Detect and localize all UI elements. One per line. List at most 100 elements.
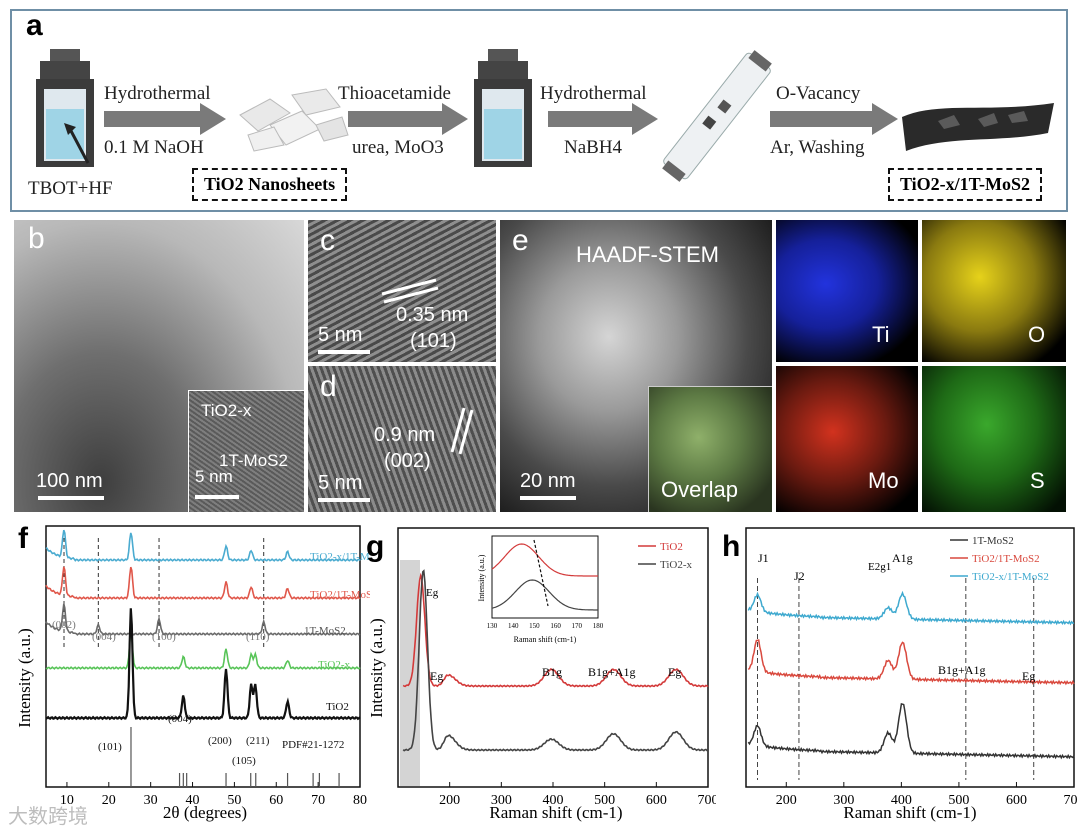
inset-frame	[491, 535, 599, 619]
legend-tio2-mos2: TiO2/1T-MoS2	[972, 553, 1040, 565]
peak-label: (200)	[208, 735, 232, 747]
peak-label: (004)	[168, 713, 192, 725]
panel-label-f: f	[18, 522, 28, 555]
x-axis-label: Raman shift (cm-1)	[843, 803, 976, 822]
panel-label-b: b	[28, 222, 45, 255]
mode-label: J1	[758, 551, 769, 565]
map-label-ti: Ti	[872, 322, 890, 347]
step3-bottom-label: NaBH4	[564, 137, 623, 158]
overlap-inset: Overlap	[648, 386, 772, 512]
plane-label: (002)	[384, 450, 431, 472]
x-tick-label: 700	[1064, 793, 1079, 808]
inset-series-line	[491, 579, 598, 611]
inset-scale-bar	[195, 495, 239, 499]
peak-label: (101)	[98, 741, 122, 753]
element-map-o: O	[922, 220, 1066, 362]
legend-tio2-mos2: TiO2/1T-MoS2	[310, 589, 370, 601]
legend-mos2: 1T-MoS2	[972, 535, 1014, 547]
precursor-label: TBOT+HF	[28, 178, 113, 199]
legend-mos2: 1T-MoS2	[304, 625, 346, 637]
pointer-arrow-icon	[64, 123, 90, 164]
series-line	[45, 608, 361, 721]
x-tick-label: 400	[891, 793, 912, 808]
process-arrow	[104, 103, 226, 135]
mode-label: B1g+A1g	[588, 665, 635, 679]
map-label-o: O	[1028, 322, 1046, 347]
mode-label: Eg	[668, 665, 681, 679]
legend-tio2x-mos2: TiO2-x/1T-MoS2	[972, 571, 1049, 583]
series-line	[747, 639, 1075, 686]
x-tick-label: 60	[269, 793, 283, 808]
haadf-title: HAADF-STEM	[576, 242, 719, 267]
eg-highlight-band	[400, 560, 420, 786]
scale-label: 5 nm	[318, 324, 363, 346]
series-line	[45, 529, 361, 562]
x-tick-label: 200	[439, 793, 460, 808]
legend-tio2: TiO2	[660, 541, 683, 553]
x-tick-label: 600	[646, 793, 667, 808]
legend-tio2x: TiO2-x	[318, 659, 350, 671]
panel-label-e: e	[512, 224, 529, 257]
inset-x-tick-label: 180	[593, 622, 604, 630]
raman-chart-h: 200 300 400 500 600 700 Raman shift (cm-1) J1…	[745, 527, 1079, 822]
map-label-s: S	[1030, 468, 1045, 493]
x-tick-label: 200	[776, 793, 797, 808]
element-map-s: S	[922, 366, 1066, 512]
scale-label: 20 nm	[520, 470, 576, 492]
x-tick-label: 20	[102, 793, 116, 808]
peak-label: (002)	[52, 619, 76, 631]
step1-top-label: Hydrothermal	[104, 83, 211, 104]
plane-label: (101)	[410, 330, 457, 352]
peak-label: (211)	[246, 735, 270, 747]
mode-label: Eg	[426, 587, 439, 599]
watermark: 大数跨境	[8, 806, 88, 828]
step4-top-label: O-Vacancy	[776, 83, 861, 104]
tio2x-mos2-box: TiO2-x/1T-MoS2	[888, 168, 1043, 201]
legend-tio2x: TiO2-x	[660, 559, 692, 571]
inset-x-tick-label: 160	[550, 622, 561, 630]
plot-frame	[45, 525, 361, 788]
series-line	[402, 569, 709, 752]
overlap-label: Overlap	[661, 477, 739, 502]
mode-label: J2	[794, 569, 805, 583]
raman-inset: 130 140 150 160 170 180 Intensity (a.u.) Rama…	[477, 535, 604, 644]
product-sheet-icon	[902, 103, 1054, 151]
x-tick-label: 50	[227, 793, 241, 808]
series-line	[45, 603, 361, 636]
scale-label: 100 nm	[36, 470, 103, 492]
inset-mos2-label: 1T-MoS2	[219, 451, 288, 470]
step1-bottom-label: 0.1 M NaOH	[104, 137, 204, 158]
x-tick-label: 80	[353, 793, 367, 808]
mode-label: Eg	[430, 669, 443, 683]
x-tick-label: 30	[144, 793, 158, 808]
series-line	[45, 566, 361, 600]
scale-bar	[38, 496, 104, 500]
inset-tio2x-label: TiO2-x	[201, 401, 252, 420]
mode-label: A1g	[892, 551, 913, 565]
legend-tio2: TiO2	[326, 701, 349, 713]
inset-series-line	[491, 543, 598, 577]
step2-bottom-label: urea, MoO3	[352, 137, 444, 158]
x-tick-label: 500	[948, 793, 969, 808]
x-tick-label: 300	[833, 793, 854, 808]
scale-bar	[520, 496, 576, 500]
element-map-mo: Mo	[776, 366, 918, 512]
hrtem-inset: TiO2-x 1T-MoS2 5 nm	[188, 390, 304, 512]
peak-label: (100)	[152, 631, 176, 643]
tube-furnace-icon	[662, 50, 772, 182]
element-map-ti: Ti	[776, 220, 918, 362]
tio2-nanosheets-box: TiO2 Nanosheets	[192, 168, 348, 201]
x-tick-label: 70	[311, 793, 325, 808]
autoclave-icon	[474, 49, 532, 167]
process-arrow	[770, 103, 898, 135]
nanosheets-icon	[239, 88, 349, 152]
panel-label-c: c	[320, 224, 335, 257]
x-tick-label: 600	[1006, 793, 1027, 808]
tem-image-b: b TiO2-x 1T-MoS2 5 nm 100 nm	[14, 220, 304, 512]
mode-label: E2g1	[868, 561, 891, 573]
step2-top-label: Thioacetamide	[338, 83, 451, 104]
legend-tio2x-mos2: TiO2-x/1T-MoS2	[310, 551, 370, 563]
d-spacing-label: 0.9 nm	[374, 424, 436, 446]
step4-bottom-label: Ar, Washing	[770, 137, 865, 158]
series-line	[402, 572, 709, 688]
